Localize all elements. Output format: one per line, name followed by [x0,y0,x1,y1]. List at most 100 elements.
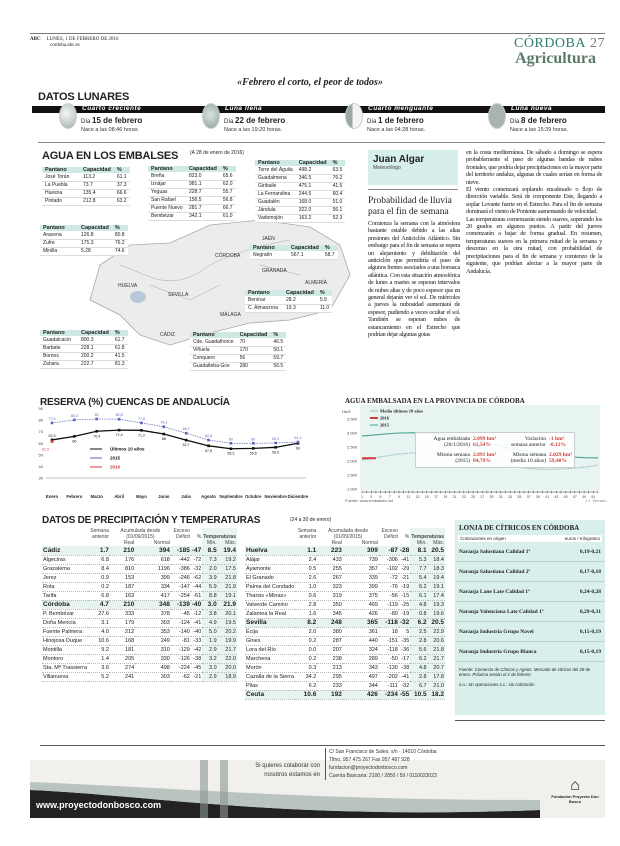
y-tick-label: 1.000 [347,487,358,492]
reservoir-header: Pantano [148,166,186,172]
precip-cell: 5.6 [410,645,428,655]
precip-cell: 10.5 [410,690,428,700]
col-accumulated: Acumulada desde (01/09/2015) [328,528,369,540]
precip-table-left: Semana anterior Acumulada desde (01/09/20… [42,528,237,682]
citrus-price-row: Naranja Industria Grupo Blanca 0,15-0,19 [455,642,605,662]
data-point [251,447,255,450]
reservoir-percent: 41.5 [329,182,346,191]
precip-cell: 19.9 [217,636,237,646]
precip-station-row: Pilas 6.2 233 344 -111 -32 6.7 21.0 [245,681,445,691]
reservoir-header: Capacidad [283,290,317,296]
precip-cell: 18 [378,627,399,637]
reservoir-row: Huesna 135.4 66.6 [42,189,130,198]
donbosco-ad[interactable]: Si quieres colaborar con nosotros estamos… [30,748,605,818]
precip-cell: 330 [135,654,171,664]
precip-cell: 2.6 [295,573,318,583]
moon-icon [59,103,77,129]
reservoir-name: Aracena [40,231,78,240]
precip-cell: -41 [398,672,411,682]
precip-cell: -118 [378,618,399,628]
precip-cell: Ceuta [245,690,296,700]
reservoir-row: Cde. Guadalhorce 70 46.5 [190,338,287,347]
data-point [95,417,99,421]
precip-cell: 287 [317,636,343,646]
precip-cell: 213 [317,663,343,673]
section-name: CÓRDOBA [514,36,586,51]
reservoir-percent: 46.5 [270,338,287,347]
data-point [184,438,188,442]
data-label: 55,3 [227,452,234,456]
data-label: 60 [229,437,233,441]
x-tick-label: 49 [582,495,586,499]
header-rule [30,33,605,34]
citrus-price-row: Naranja Valenciana Late Calidad 1ª 0,29-0… [455,602,605,622]
reservoir-header-row: Pantano Capacidad% [42,167,130,173]
precip-cell: 350 [317,600,343,610]
precip-header-row: Semana anterior Acumulada desde (01/09/20… [245,528,445,540]
col-excess: Exceso Déficit [381,528,398,540]
precip-cell: Grazalema [42,564,88,574]
precip-cell: 207 [317,645,343,655]
reservoir-table: Pantano Capacidad% Benínar 28.2 5.9 C. Almanz… [245,290,333,313]
precip-cell: Zalamea la Real [245,609,296,619]
precip-cell: 0.2 [295,636,318,646]
precip-cell: -202 [378,672,399,682]
precip-cell: 357 [342,564,379,574]
data-label: 71,2 [138,433,145,437]
precip-station-row: Hinojosa Duque 10.6 168 249 -81 -33 1.9 19.9 [42,636,237,646]
data-label: 62,9 [49,434,56,438]
precip-station-row: Cazalla de la Sierra 34.2 295 497 -202 -41 2.8… [245,672,445,682]
precip-cell: 8.5 [202,546,218,556]
precip-station-row: Sta. Mª Trassierra 3.6 274 498 -224 -45 3.0 20.… [42,663,237,673]
reservoir-percent: 74.6 [111,247,128,256]
moon-date: Día 15 de febrero [81,116,142,125]
ad-email[interactable]: fundacion@proyectodonbosco.com [329,765,408,771]
stat-value: 2.099 hm³ [473,436,497,442]
col-real: Real [123,540,135,546]
data-label: 60 [296,446,300,450]
reservoir-percent: 37.3 [113,181,130,190]
precip-cell: 343 [342,663,379,673]
precip-cell: 0.3 [295,663,318,673]
legend-label: 2016 [380,416,390,421]
precip-cell: 21.9 [217,582,237,592]
data-label: 62,7 [183,443,190,447]
precip-cell: -29 [398,564,411,574]
precip-cell: 27.6 [87,609,110,619]
site-url: cordoba.abc.es [50,43,80,48]
data-label: 77,6 [49,417,56,421]
precip-cell: 2.8 [410,672,428,682]
data-point [50,440,54,443]
precip-station-row: Villanueva 5.2 241 303 -62 -21 2.9 18.9 [42,672,237,682]
ad-logo-text: Fundación Proyecto Don Bosco [551,794,599,804]
precip-cell: 6.7 [410,681,428,691]
precip-cell: Fuente Palmera [42,627,88,637]
reservoir-table: Pantano Capacidad% Aracena 126.8 80.8 Zufre 17… [40,225,128,256]
precip-station-row: Grazalema 8.4 810 1196 -386 -32 2.0 17.5 [42,564,237,574]
col-week: Semana anterior [297,528,317,540]
precip-cell: 8.4 [87,564,110,574]
precip-cell: Cádiz [42,546,88,556]
ad-url[interactable]: www.proyectodonbosco.com [36,800,162,810]
reservoir-capacity: 567.1 [288,251,322,260]
x-tick-label: Septiembre [219,494,243,499]
reservoir-capacity: 70 [236,338,271,347]
precip-cell: 5 [398,627,411,637]
divider [38,142,605,143]
precip-cell: -147 [170,582,191,592]
reservoir-capacity: 346.5 [295,174,330,183]
lunar-bar [32,106,605,113]
data-point [73,435,76,438]
precip-cell: 426 [342,609,379,619]
citrus-product: Naranja Lane Late Calidad 1ª [459,588,530,595]
reservoir-percent: 56.8 [219,196,236,205]
precip-cell: Montoro [42,654,88,664]
precip-cell: 176 [109,555,136,565]
x-tick-label: Abril [114,494,124,499]
precip-cell: 7.3 [202,555,218,565]
stat-label: Variación [524,436,546,442]
precip-cell: 2.0 [295,627,318,637]
y-axis-label: Hm3 [342,409,351,414]
precip-cell: 255 [317,564,343,574]
data-label: 81 [95,413,99,417]
